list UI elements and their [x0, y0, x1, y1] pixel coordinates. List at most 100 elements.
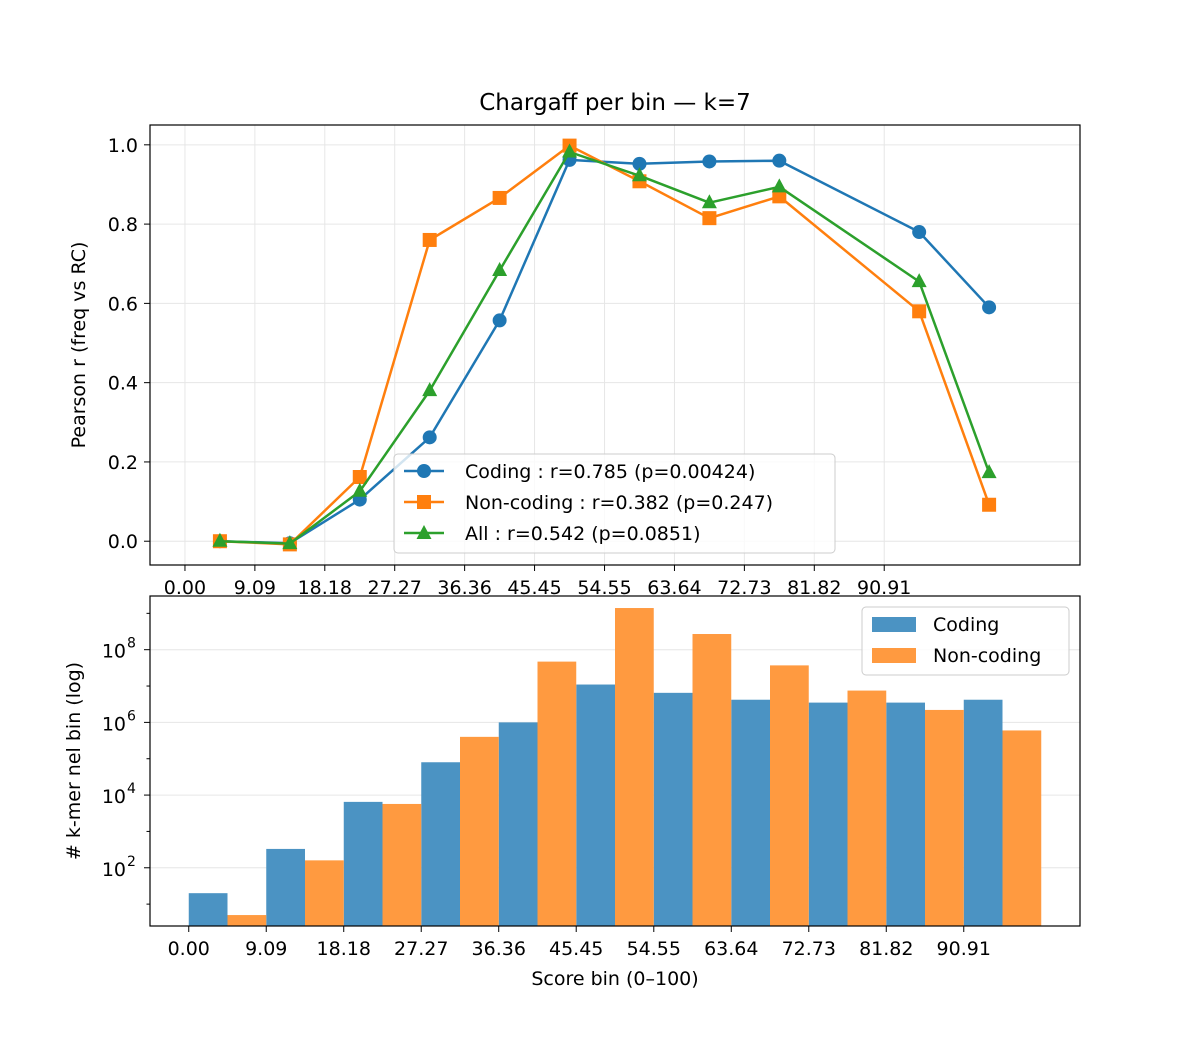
bar-noncoding — [1002, 730, 1042, 926]
line-chart-y-tick-label: 0.6 — [108, 293, 138, 315]
data-point-noncoding — [492, 190, 507, 205]
bar-chart-y-tick-label: 10 — [102, 713, 126, 735]
data-point-coding — [492, 313, 507, 328]
bar-chart-x-tick-label: 18.18 — [317, 938, 371, 960]
bar-coding — [266, 848, 305, 926]
data-point-all — [771, 178, 787, 193]
bar-chart-x-tick-label: 45.45 — [549, 938, 603, 960]
data-point-noncoding — [982, 497, 997, 512]
line-chart-panel: 0.00 9.09 18.18 27.27 36.36 45.45 54.55 63.64 72… — [68, 90, 1081, 599]
line-chart-x-ticks: 0.00 9.09 18.18 27.27 36.36 45.45 54.55 63.64 72… — [164, 565, 911, 599]
bar-noncoding — [537, 661, 577, 926]
line-chart-x-tick-label: 18.18 — [298, 577, 352, 599]
line-chart-x-tick-label: 9.09 — [234, 577, 276, 599]
data-point-all — [492, 261, 508, 276]
bar-chart-x-tick-label: 90.91 — [937, 938, 991, 960]
bar-chart-x-tick-label: 36.36 — [472, 938, 526, 960]
data-point-all — [212, 532, 228, 547]
bar-noncoding — [459, 736, 499, 926]
line-chart-y-tick-label: 0.2 — [108, 452, 138, 474]
line-chart-x-tick-label: 0.00 — [164, 577, 206, 599]
legend-coding-marker — [417, 464, 431, 478]
bar-chart-bars — [188, 608, 1042, 926]
line-chart-series — [212, 138, 997, 552]
bar-noncoding — [692, 634, 732, 926]
bar-chart-x-tick-label: 27.27 — [394, 938, 448, 960]
bar-coding — [731, 699, 771, 926]
legend-all-marker — [416, 525, 432, 539]
bar-coding — [343, 801, 383, 926]
data-point-coding — [772, 153, 787, 168]
bar-noncoding — [227, 915, 267, 926]
legend-coding-bar-label: Coding — [933, 614, 999, 636]
bar-noncoding — [304, 860, 344, 926]
data-point-all — [562, 143, 578, 158]
legend-noncoding-bar-label: Non-coding — [933, 645, 1041, 667]
line-chart-y-tick-label: 0.0 — [108, 531, 138, 553]
legend-noncoding-label: Non-coding : r=0.382 (p=0.247) — [465, 492, 773, 514]
bar-coding — [886, 702, 926, 926]
bar-chart-x-tick-label: 81.82 — [859, 938, 913, 960]
line-chart-y-tick-label: 0.4 — [108, 373, 138, 395]
line-chart-x-tick-label: 81.82 — [787, 577, 841, 599]
data-point-all — [352, 482, 368, 497]
data-point-noncoding — [772, 189, 787, 204]
legend-coding-swatch — [872, 617, 916, 632]
line-chart-title: Chargaff per bin — k=7 — [479, 90, 751, 116]
data-point-noncoding — [912, 304, 927, 319]
bar-noncoding — [382, 803, 422, 926]
bar-noncoding — [847, 690, 887, 926]
data-point-all — [422, 382, 438, 397]
bar-chart-frame — [149, 595, 1081, 927]
line-chart-x-tick-label: 36.36 — [437, 577, 491, 599]
data-point-all — [282, 535, 298, 550]
bar-chart-x-tick-label: 54.55 — [627, 938, 681, 960]
bar-coding — [421, 762, 460, 926]
line-chart-frame — [149, 124, 1081, 566]
data-point-coding — [912, 225, 927, 240]
legend-noncoding-swatch — [872, 648, 916, 663]
data-point-all — [981, 464, 997, 479]
legend-coding-label: Coding : r=0.785 (p=0.00424) — [465, 461, 755, 483]
bar-chart-x-tick-label: 0.00 — [168, 938, 210, 960]
bar-coding — [498, 722, 538, 926]
data-point-coding — [422, 430, 437, 445]
bar-coding — [188, 893, 228, 926]
bar-noncoding — [770, 665, 809, 926]
bar-chart-panel: 0.00 9.09 18.18 27.27 36.36 45.45 54.55 63.64 72… — [63, 595, 1081, 990]
line-chart-x-tick-label: 45.45 — [507, 577, 561, 599]
bar-chart-y-tick-label: 10 — [102, 641, 126, 663]
data-point-coding — [982, 300, 997, 315]
line-chart-x-tick-label: 54.55 — [577, 577, 631, 599]
bar-chart-y-label: # k-mer nel bin (log) — [63, 662, 85, 860]
bar-coding — [653, 692, 693, 926]
data-point-coding — [632, 156, 647, 171]
bar-chart-y-tick-exponent: 4 — [127, 781, 136, 797]
line-chart-x-tick-label: 90.91 — [857, 577, 911, 599]
bar-chart-x-tick-label: 9.09 — [245, 938, 287, 960]
line-chart-y-tick-label: 1.0 — [108, 135, 138, 157]
bar-coding — [963, 699, 1003, 926]
bar-chart-y-tick-exponent: 2 — [127, 854, 136, 870]
legend-noncoding-marker — [417, 495, 431, 509]
bar-chart-y-tick-label: 10 — [102, 859, 126, 881]
bar-chart-x-tick-label: 72.73 — [782, 938, 836, 960]
line-chart-x-tick-label: 72.73 — [717, 577, 771, 599]
data-point-noncoding — [352, 470, 367, 484]
line-chart-y-tick-label: 0.8 — [108, 214, 138, 236]
data-point-all — [631, 167, 647, 182]
bar-noncoding — [614, 608, 654, 926]
bar-chart-y-tick-exponent: 6 — [127, 708, 136, 724]
line-chart-y-label: Pearson r (freq vs RC) — [68, 242, 90, 449]
line-chart-x-tick-label: 63.64 — [647, 577, 701, 599]
data-point-all — [911, 273, 927, 288]
data-point-noncoding — [422, 232, 437, 247]
legend-all-label: All : r=0.542 (p=0.0851) — [465, 523, 701, 545]
bar-noncoding — [925, 709, 964, 926]
line-chart-y-ticks: 0.0 0.2 0.4 0.6 0.8 1.0 — [108, 135, 150, 553]
bar-coding — [808, 702, 848, 926]
data-point-all — [701, 194, 717, 209]
line-chart-legend: Coding : r=0.785 (p=0.00424) Non-coding … — [393, 453, 836, 554]
